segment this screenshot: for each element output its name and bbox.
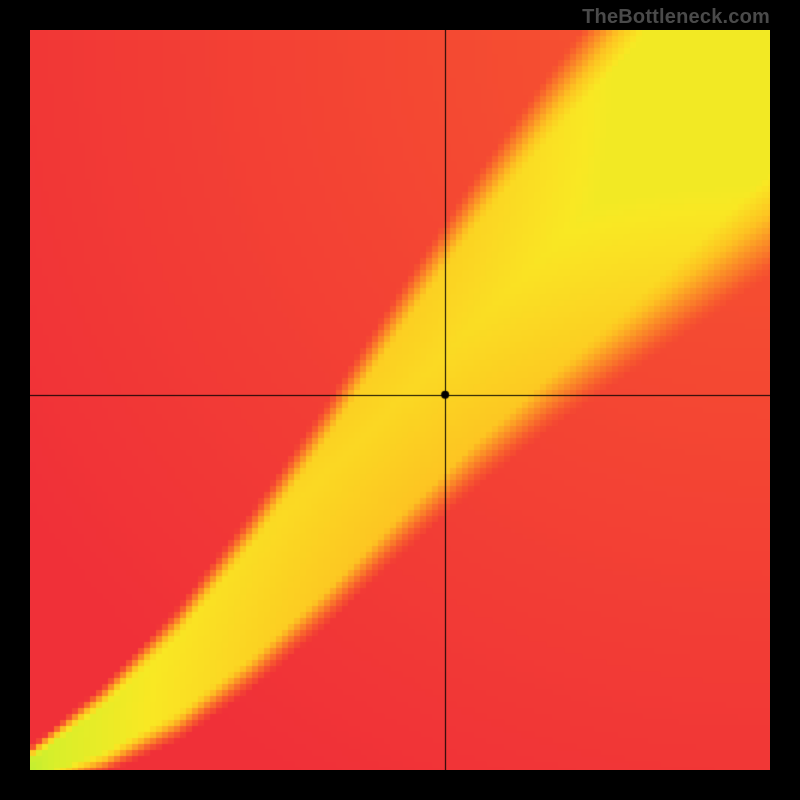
bottleneck-heatmap — [30, 30, 770, 770]
watermark-text: TheBottleneck.com — [582, 6, 770, 29]
